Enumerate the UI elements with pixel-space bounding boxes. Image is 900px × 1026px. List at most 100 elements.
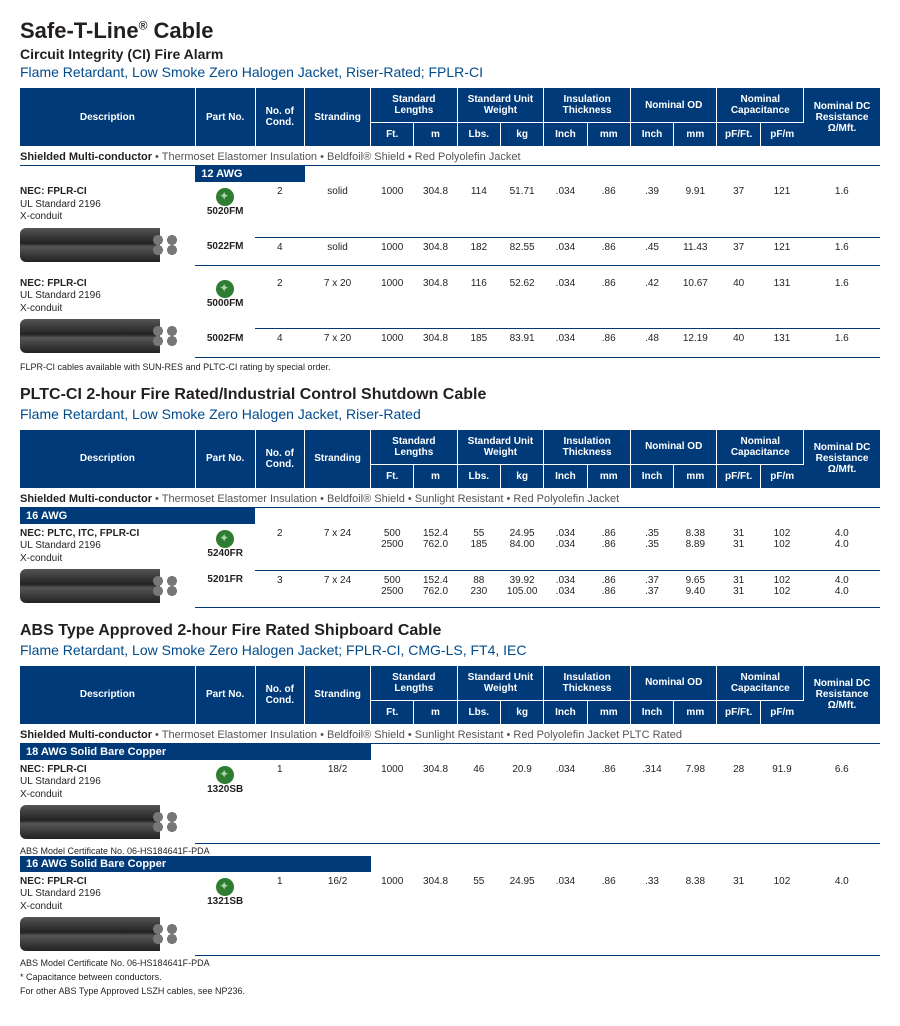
group-row: Shielded Multi-conductor • Thermoset Ela… — [20, 488, 880, 507]
cert-note: ABS Model Certificate No. 06-HS184641F-P… — [20, 843, 880, 856]
cell: 131 — [760, 329, 803, 357]
cell: 1000 — [371, 182, 414, 237]
part-no: 5002FM — [207, 333, 244, 344]
cell: 7.98 — [674, 760, 717, 844]
awg-row: 12 AWG — [20, 166, 880, 183]
group-label: Shielded Multi-conductor — [20, 729, 152, 741]
th-description: Description — [20, 88, 195, 147]
th-lbs: Lbs. — [457, 464, 500, 488]
cell: .35.35 — [630, 524, 673, 571]
group-label: Shielded Multi-conductor — [20, 151, 152, 163]
th-cap: Nominal Capacitance — [717, 430, 804, 465]
cell: 1000 — [371, 872, 414, 956]
th-res: Nominal DC Resistance Ω/Mft. — [804, 88, 880, 147]
th-res: Nominal DC Resistance Ω/Mft. — [804, 430, 880, 489]
cell: 121 — [760, 237, 803, 265]
cell: 1.6 — [804, 274, 880, 329]
th-mm: mm — [587, 123, 630, 147]
cell: 1 — [255, 872, 304, 956]
cell: .86 — [587, 329, 630, 357]
cell: 37 — [717, 182, 760, 237]
nec-line3: X-conduit — [20, 553, 193, 566]
cell: 9.91 — [674, 182, 717, 237]
table-row: NEC: FPLR-CI UL Standard 2196 X-conduit … — [20, 274, 880, 329]
eco-icon — [216, 280, 234, 298]
cell: 31 — [717, 872, 760, 956]
th-strand: Stranding — [305, 430, 371, 489]
cell: .86 — [587, 182, 630, 237]
group-desc: • Thermoset Elastomer Insulation • Beldf… — [152, 151, 521, 163]
cell: 5002500 — [371, 524, 414, 571]
cell: 4 — [255, 237, 304, 265]
cable-image — [20, 569, 160, 603]
cell: .034 — [544, 329, 587, 357]
cell: 16/2 — [305, 872, 371, 956]
cell: .86 — [587, 237, 630, 265]
cell: 116 — [457, 274, 500, 329]
page-title: Safe-T-Line® Cable — [20, 18, 880, 44]
th-lengths: Standard Lengths — [371, 88, 458, 123]
cell: 1.6 — [804, 329, 880, 357]
spec-table-1: Description Part No. No. of Cond. Strand… — [20, 88, 880, 358]
cell: 152.4762.0 — [414, 524, 457, 571]
table-header: Description Part No. No. of Cond. Strand… — [20, 666, 880, 725]
th-mm: mm — [587, 464, 630, 488]
part-no: 5240FR — [207, 548, 243, 559]
cell: 4 — [255, 329, 304, 357]
group-row: Shielded Multi-conductor • Thermoset Ela… — [20, 724, 880, 743]
cell: 7 x 20 — [305, 274, 371, 329]
cell: .86 — [587, 760, 630, 844]
nec-line2: UL Standard 2196 — [20, 540, 193, 553]
th-cond: No. of Cond. — [255, 666, 304, 725]
awg-label: 16 AWG — [20, 507, 255, 524]
cable-image — [20, 319, 160, 353]
cell: 1000 — [371, 329, 414, 357]
th-cap: Nominal Capacitance — [717, 666, 804, 701]
th-description: Description — [20, 430, 195, 489]
eco-icon — [216, 878, 234, 896]
cell: 1000 — [371, 237, 414, 265]
cell: solid — [305, 237, 371, 265]
table-row: NEC: FPLR-CI UL Standard 2196 X-conduit … — [20, 760, 880, 844]
th-ft: Ft. — [371, 123, 414, 147]
cell: 18/2 — [305, 760, 371, 844]
cell: .034.034 — [544, 524, 587, 571]
cell: 304.8 — [414, 329, 457, 357]
cert-note: ABS Model Certificate No. 06-HS184641F-P… — [20, 955, 880, 968]
part-no: 5020FM — [207, 206, 244, 217]
cell: 52.62 — [500, 274, 543, 329]
th-strand: Stranding — [305, 666, 371, 725]
cell: 182 — [457, 237, 500, 265]
cell: 1 — [255, 760, 304, 844]
th-od: Nominal OD — [630, 666, 717, 701]
th-ft: Ft. — [371, 464, 414, 488]
group-desc: • Thermoset Elastomer Insulation • Beldf… — [152, 493, 619, 505]
cell: 55 — [457, 872, 500, 956]
cell: 131 — [760, 274, 803, 329]
cell: 7 x 24 — [305, 570, 371, 607]
th-mm2: mm — [674, 123, 717, 147]
th-inch2: Inch — [630, 700, 673, 724]
cell: 28 — [717, 760, 760, 844]
cell: 12.19 — [674, 329, 717, 357]
th-insul: Insulation Thickness — [544, 430, 631, 465]
th-pfft: pF/Ft. — [717, 123, 760, 147]
th-inch: Inch — [544, 700, 587, 724]
th-inch2: Inch — [630, 464, 673, 488]
table1-footnote: FLPR-CI cables available with SUN-RES an… — [20, 362, 880, 372]
nec-line3: X-conduit — [20, 211, 193, 224]
cell: 51.71 — [500, 182, 543, 237]
cell: 4.0 — [804, 872, 880, 956]
th-weight: Standard Unit Weight — [457, 666, 544, 701]
nec-block: NEC: FPLR-CI UL Standard 2196 X-conduit — [20, 186, 193, 224]
cell: .034 — [544, 237, 587, 265]
th-weight: Standard Unit Weight — [457, 88, 544, 123]
awg-row: 16 AWG — [20, 507, 880, 524]
table-row: NEC: FPLR-CI UL Standard 2196 X-conduit … — [20, 182, 880, 237]
th-res: Nominal DC Resistance Ω/Mft. — [804, 666, 880, 725]
nec-line1: NEC: FPLR-CI — [20, 186, 87, 197]
th-mm: mm — [587, 700, 630, 724]
th-m: m — [414, 464, 457, 488]
cell: 4.04.0 — [804, 570, 880, 607]
cell: 10.67 — [674, 274, 717, 329]
